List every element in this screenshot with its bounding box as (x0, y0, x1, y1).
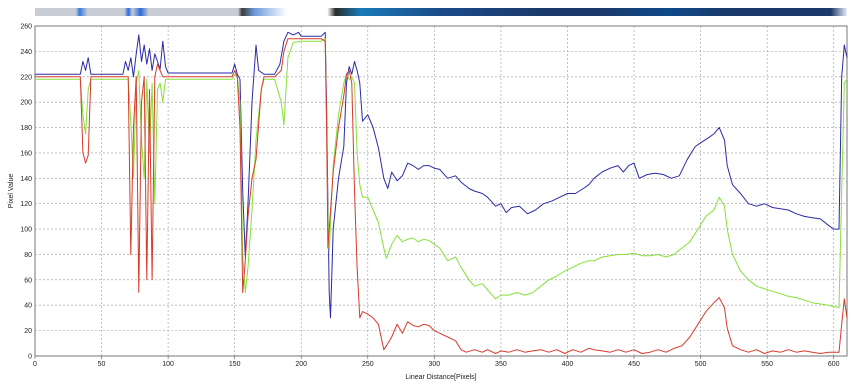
y-tick-label: 100 (20, 227, 32, 234)
y-tick-labels: 0 20 40 60 80 100 120 140 160 180 200 220 240 260 (20, 24, 32, 361)
y-tick-label: 0 (28, 354, 32, 361)
series-line-1 (35, 38, 848, 309)
x-tick-label: 150 (229, 361, 241, 368)
y-tick-label: 200 (20, 100, 32, 107)
color-profile-strip (35, 8, 847, 16)
x-tick-label: 450 (628, 361, 640, 368)
x-tick-label: 600 (828, 361, 840, 368)
plot-background (34, 25, 848, 357)
y-tick-label: 220 (20, 74, 32, 81)
x-tick-label: 550 (761, 361, 773, 368)
x-tick-label: 300 (429, 361, 441, 368)
x-tick-label: 200 (295, 361, 307, 368)
x-tick-label: 250 (362, 361, 374, 368)
y-tick-label: 40 (24, 303, 32, 310)
x-tick-labels: 0 50 100 150 200 250 300 350 400 450 500 550 600 (33, 356, 840, 368)
x-tick-label: 0 (33, 361, 37, 368)
y-tick-label: 260 (20, 24, 32, 31)
y-tick-label: 240 (20, 49, 32, 56)
series-line-2 (35, 38, 848, 354)
y-tick-label: 180 (20, 125, 32, 132)
y-axis-title: Pixel Value (8, 174, 15, 209)
y-tick-label: 140 (20, 176, 32, 183)
x-tick-label: 50 (98, 361, 106, 368)
y-tick-label: 120 (20, 201, 32, 208)
y-tick-label: 60 (24, 277, 32, 284)
x-tick-label: 100 (162, 361, 174, 368)
y-tick-label: 80 (24, 252, 32, 259)
x-tick-label: 400 (562, 361, 574, 368)
x-tick-label: 500 (695, 361, 707, 368)
series-line-0 (35, 31, 848, 319)
y-tick-label: 20 (24, 328, 32, 335)
y-tick-label: 160 (20, 150, 32, 157)
x-tick-label: 350 (495, 361, 507, 368)
series-layer (35, 31, 848, 354)
x-axis-title: Linear Distance[Pixels] (405, 374, 476, 381)
